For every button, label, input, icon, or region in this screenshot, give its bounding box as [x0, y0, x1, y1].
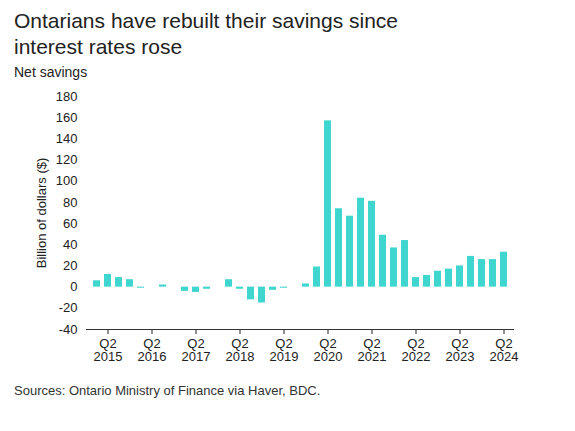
svg-text:Q22017: Q22017	[182, 336, 211, 364]
svg-text:Billion of dollars ($): Billion of dollars ($)	[34, 158, 49, 269]
svg-text:160: 160	[56, 110, 78, 125]
svg-text:Q22020: Q22020	[314, 336, 343, 364]
svg-text:Q22016: Q22016	[138, 336, 167, 364]
svg-text:140: 140	[56, 131, 78, 146]
svg-text:Q22018: Q22018	[226, 336, 255, 364]
svg-text:180: 180	[56, 89, 78, 104]
svg-text:Q22024: Q22024	[490, 336, 519, 364]
svg-text:Q22022: Q22022	[402, 336, 431, 364]
svg-text:20: 20	[63, 258, 77, 273]
svg-text:Q22021: Q22021	[358, 336, 387, 364]
svg-text:Q22019: Q22019	[270, 336, 299, 364]
svg-text:-20: -20	[59, 300, 78, 315]
svg-text:60: 60	[63, 216, 77, 231]
svg-text:Q22015: Q22015	[94, 336, 123, 364]
svg-text:100: 100	[56, 173, 78, 188]
svg-text:120: 120	[56, 152, 78, 167]
svg-text:Q22023: Q22023	[446, 336, 475, 364]
svg-text:0: 0	[70, 279, 77, 294]
svg-text:40: 40	[63, 237, 77, 252]
svg-text:80: 80	[63, 195, 77, 210]
html-text:Ontarians have rebuilt their s: Ontarians have rebuilt their savings sin…	[14, 9, 398, 58]
html-text:Net savings: Net savings	[14, 64, 88, 80]
html-text:Sources: Ontario Ministry of F: Sources: Ontario Ministry of Finance via…	[14, 383, 321, 398]
svg-text:-40: -40	[59, 322, 78, 337]
